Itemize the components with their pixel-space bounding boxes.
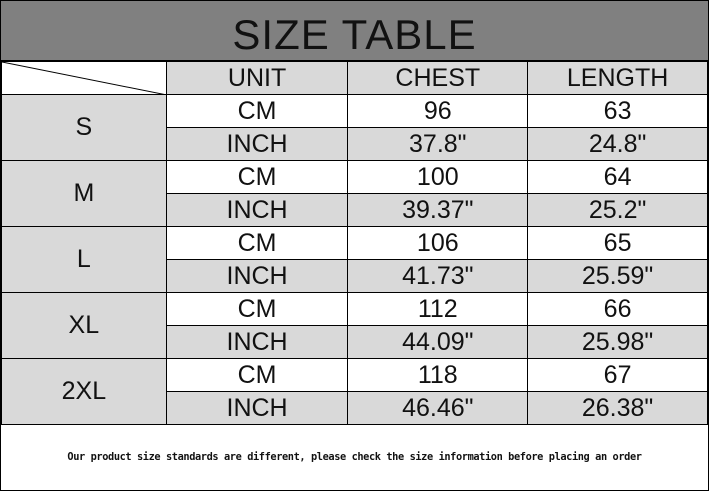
size-label: XL xyxy=(1,292,167,359)
cell-chest: 96 xyxy=(347,94,529,128)
cell-unit: CM xyxy=(165,226,349,260)
cell-chest: 46.46" xyxy=(347,391,529,425)
cell-unit: CM xyxy=(165,94,349,128)
table-row: 2XL CM 118 67 xyxy=(1,358,708,425)
cell-length: 65 xyxy=(527,226,708,260)
cell-length: 25.98" xyxy=(527,325,708,359)
size-label: M xyxy=(1,160,167,227)
table-row: L CM 106 65 xyxy=(1,226,708,293)
diagonal-line xyxy=(2,62,167,95)
table-row: INCH 44.09" 25.98" xyxy=(2,325,708,359)
cell-unit: INCH xyxy=(165,127,349,161)
size-label: S xyxy=(1,94,167,161)
cell-length: 64 xyxy=(527,160,708,194)
cell-unit: CM xyxy=(165,292,349,326)
cell-chest: 100 xyxy=(347,160,529,194)
table-row: S CM 96 63 xyxy=(1,94,708,161)
table-row: M CM 100 64 xyxy=(1,160,708,227)
cell-length: 26.38" xyxy=(527,391,708,425)
cell-unit: INCH xyxy=(165,325,349,359)
header-unit: UNIT xyxy=(165,61,349,95)
cell-length: 25.59" xyxy=(527,259,708,293)
table-row: INCH 41.73" 25.59" xyxy=(2,259,708,293)
size-table: UNIT CHEST LENGTH S CM 96 63 INCH 37.8" 24.8" M CM 1… xyxy=(1,61,708,425)
size-label: 2XL xyxy=(1,358,167,425)
cell-chest: 41.73" xyxy=(347,259,529,293)
cell-length: 24.8" xyxy=(527,127,708,161)
header-row: UNIT CHEST LENGTH xyxy=(1,61,708,95)
cell-unit: CM xyxy=(165,160,349,194)
cell-chest: 39.37" xyxy=(347,193,529,227)
cell-unit: INCH xyxy=(165,391,349,425)
cell-chest: 118 xyxy=(347,358,529,392)
cell-unit: INCH xyxy=(165,193,349,227)
cell-length: 25.2" xyxy=(527,193,708,227)
table-row: XL CM 112 66 xyxy=(1,292,708,359)
cell-length: 66 xyxy=(527,292,708,326)
cell-chest: 44.09" xyxy=(347,325,529,359)
table-row: INCH 46.46" 26.38" xyxy=(2,391,708,425)
cell-chest: 112 xyxy=(347,292,529,326)
cell-length: 67 xyxy=(527,358,708,392)
cell-length: 63 xyxy=(527,94,708,128)
cell-unit: CM xyxy=(165,358,349,392)
table-row: INCH 39.37" 25.2" xyxy=(2,193,708,227)
size-label: L xyxy=(1,226,167,293)
cell-unit: INCH xyxy=(165,259,349,293)
size-note: Our product size standards are different… xyxy=(67,451,642,463)
header-chest: CHEST xyxy=(347,61,529,95)
cell-chest: 106 xyxy=(347,226,529,260)
cell-chest: 37.8" xyxy=(347,127,529,161)
header-length: LENGTH xyxy=(527,61,708,95)
page-title: SIZE TABLE xyxy=(1,1,708,61)
corner-cell xyxy=(1,61,167,95)
